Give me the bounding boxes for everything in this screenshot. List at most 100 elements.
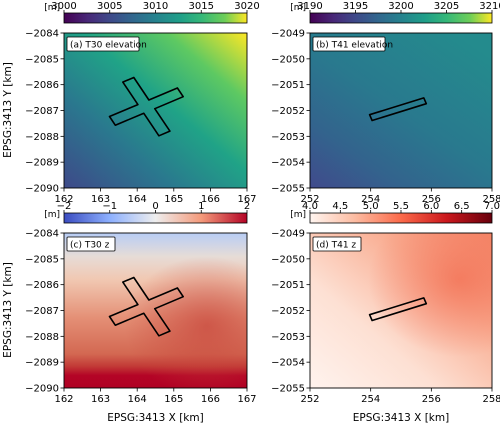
panel-b-label-box bbox=[312, 36, 386, 52]
panel-a-ytick-label: −2085 bbox=[25, 54, 59, 65]
panel-b-ytick-label: −2052 bbox=[271, 106, 305, 117]
panel-b-label: (b) T41 elevation bbox=[316, 41, 393, 51]
colorbar-a-ticks: 3000 3005 3010 3015 3020 bbox=[51, 1, 260, 13]
colorbar-b-tick-label: 3205 bbox=[434, 1, 459, 12]
panel-b-footprint bbox=[368, 97, 428, 122]
panel-d-ytick-label: −2049 bbox=[271, 229, 305, 240]
panel-d-axes: 252 254 256 258 −2055 −2054 −2053 −2052 −2051 −20… bbox=[271, 229, 500, 406]
colorbar-d-tick-label: 4.0 bbox=[302, 201, 318, 212]
panel-a-xtick-label: 167 bbox=[237, 194, 256, 205]
colorbar-d-gradient bbox=[309, 212, 493, 224]
panel-b-axes: 252 254 256 258 −2055 −2054 −2053 −2052 −2051 −20… bbox=[271, 29, 500, 206]
panel-a-ytick-label: −2084 bbox=[25, 29, 59, 40]
colorbar-c-tick-label: −2 bbox=[57, 201, 72, 212]
colorbar-d-tick-label: 6.5 bbox=[454, 201, 470, 212]
colorbar-a-tick-label: 3020 bbox=[234, 1, 259, 12]
panel-c-ytick-label: −2088 bbox=[25, 332, 59, 343]
panel-c-ytick-label: −2085 bbox=[25, 254, 59, 265]
panel-b-xtick-label: 252 bbox=[300, 194, 319, 205]
panel-a-xtick-label: 164 bbox=[128, 194, 147, 205]
panel-c-ytick-label: −2084 bbox=[25, 229, 59, 240]
panel-a-xtick-label: 163 bbox=[91, 194, 110, 205]
colorbar-b-tick-label: 3190 bbox=[297, 1, 322, 12]
panel-a-ytick-label: −2086 bbox=[25, 80, 59, 91]
colorbar-a-tick-label: 3000 bbox=[51, 1, 76, 12]
ylabel-c: EPSG:3413 Y [km] bbox=[2, 262, 14, 358]
panel-b-field bbox=[310, 33, 492, 188]
panel-c-label-box bbox=[66, 236, 116, 252]
colorbar-c-tick-label: 0 bbox=[152, 201, 158, 212]
colorbar-d-unit: [m] bbox=[290, 210, 306, 220]
panel-c-xtick-label: 164 bbox=[128, 394, 147, 405]
panel-d-footprint bbox=[368, 297, 428, 322]
panel-d-xtick-label: 252 bbox=[300, 394, 319, 405]
panel-d-ytick-label: −2053 bbox=[271, 332, 305, 343]
panel-c-footprint bbox=[108, 276, 184, 337]
panel-a-xtick-label: 162 bbox=[54, 194, 73, 205]
colorbar-a-tick-label: 3005 bbox=[97, 1, 122, 12]
colorbar-d-ticks: 4.0 4.5 5.0 5.5 6.0 6.5 7.0 bbox=[302, 201, 500, 213]
colorbar-d-tick-label: 6.0 bbox=[423, 201, 439, 212]
colorbar-b-unit: [m] bbox=[290, 3, 306, 13]
panel-d-ytick-label: −2050 bbox=[271, 254, 305, 265]
panel-c-label: (c) T30 z bbox=[70, 241, 110, 251]
panel-a-ytick-label: −2090 bbox=[25, 184, 59, 195]
panel-b-ytick-label: −2054 bbox=[271, 158, 305, 169]
colorbar-a-unit: [m] bbox=[44, 3, 60, 13]
colorbar-c-tick-label: −1 bbox=[102, 201, 117, 212]
panel-c-ytick-label: −2087 bbox=[25, 306, 59, 317]
panel-d-ytick-label: −2051 bbox=[271, 280, 305, 291]
panel-b-ytick-label: −2050 bbox=[271, 54, 305, 65]
panel-b-ytick-label: −2049 bbox=[271, 29, 305, 40]
colorbar-b-tick-label: 3200 bbox=[388, 1, 413, 12]
colorbar-d-tick-label: 5.5 bbox=[393, 201, 409, 212]
panel-c-xtick-label: 165 bbox=[164, 394, 183, 405]
colorbar-c-ticks: −2 −1 0 1 2 bbox=[57, 201, 250, 213]
panel-a-label-box bbox=[66, 36, 140, 52]
colorbar-b-ticks: 3190 3195 3200 3205 3210 bbox=[297, 1, 500, 13]
xlabel-d: EPSG:3413 X [km] bbox=[353, 412, 449, 424]
panel-b-ytick-label: −2053 bbox=[271, 132, 305, 143]
panel-d-label-box bbox=[312, 236, 362, 252]
xlabel-c: EPSG:3413 X [km] bbox=[107, 412, 203, 424]
colorbar-d-tick-label: 4.5 bbox=[332, 201, 348, 212]
panel-d-xtick-label: 256 bbox=[422, 394, 441, 405]
colorbar-c: [m] −2 −1 0 1 2 bbox=[44, 201, 250, 224]
panel-c-ytick-label: −2089 bbox=[25, 358, 59, 369]
panel-a-label: (a) T30 elevation bbox=[70, 41, 147, 51]
colorbar-d: [m] 4.0 4.5 5.0 5.5 6.0 6.5 7.0 bbox=[290, 201, 500, 224]
panel-d-xtick-label: 254 bbox=[361, 394, 380, 405]
panel-d-ytick-label: −2052 bbox=[271, 306, 305, 317]
panel-a-ytick-label: −2089 bbox=[25, 158, 59, 169]
panel-d-ytick-label: −2054 bbox=[271, 358, 305, 369]
panel-d-label: (d) T41 z bbox=[316, 241, 356, 251]
panel-b-ytick-label: −2055 bbox=[271, 184, 305, 195]
colorbar-d-tick-label: 7.0 bbox=[484, 201, 500, 212]
colorbar-b-tick-label: 3210 bbox=[479, 1, 500, 12]
panel-c-axes: 162 163 164 165 166 167 −2090 −2089 −2088 −2087 −2… bbox=[25, 229, 256, 406]
colorbar-c-tick-label: 1 bbox=[198, 201, 204, 212]
panel-b-xtick-label: 254 bbox=[361, 194, 380, 205]
colorbar-c-unit: [m] bbox=[44, 210, 60, 220]
panel-c-xtick-label: 167 bbox=[237, 394, 256, 405]
panel-d: (d) T41 z 252 254 256 258 −2055 −2054 −2053 −20… bbox=[271, 229, 500, 406]
panel-a-footprint bbox=[108, 76, 184, 137]
panel-a-ytick-label: −2087 bbox=[25, 106, 59, 117]
colorbar-a-tick-label: 3015 bbox=[189, 1, 214, 12]
colorbar-c-gradient bbox=[63, 212, 248, 224]
colorbar-a: [m] 3000 3005 3010 3015 3020 bbox=[44, 1, 260, 24]
colorbar-a-tick-label: 3010 bbox=[143, 1, 168, 12]
panel-d-xtick-label: 258 bbox=[482, 394, 500, 405]
panel-a-xtick-label: 165 bbox=[164, 194, 183, 205]
panel-d-field-hotspot bbox=[310, 233, 492, 388]
panel-c-ytick-label: −2090 bbox=[25, 384, 59, 395]
panel-a-ytick-label: −2088 bbox=[25, 132, 59, 143]
panel-b-xtick-label: 258 bbox=[482, 194, 500, 205]
panel-d-ytick-label: −2055 bbox=[271, 384, 305, 395]
panel-c-ytick-label: −2086 bbox=[25, 280, 59, 291]
colorbar-c-tick-label: 2 bbox=[244, 201, 250, 212]
panel-c-xtick-label: 162 bbox=[54, 394, 73, 405]
colorbar-b-gradient bbox=[309, 12, 493, 24]
panel-b-xtick-label: 256 bbox=[422, 194, 441, 205]
